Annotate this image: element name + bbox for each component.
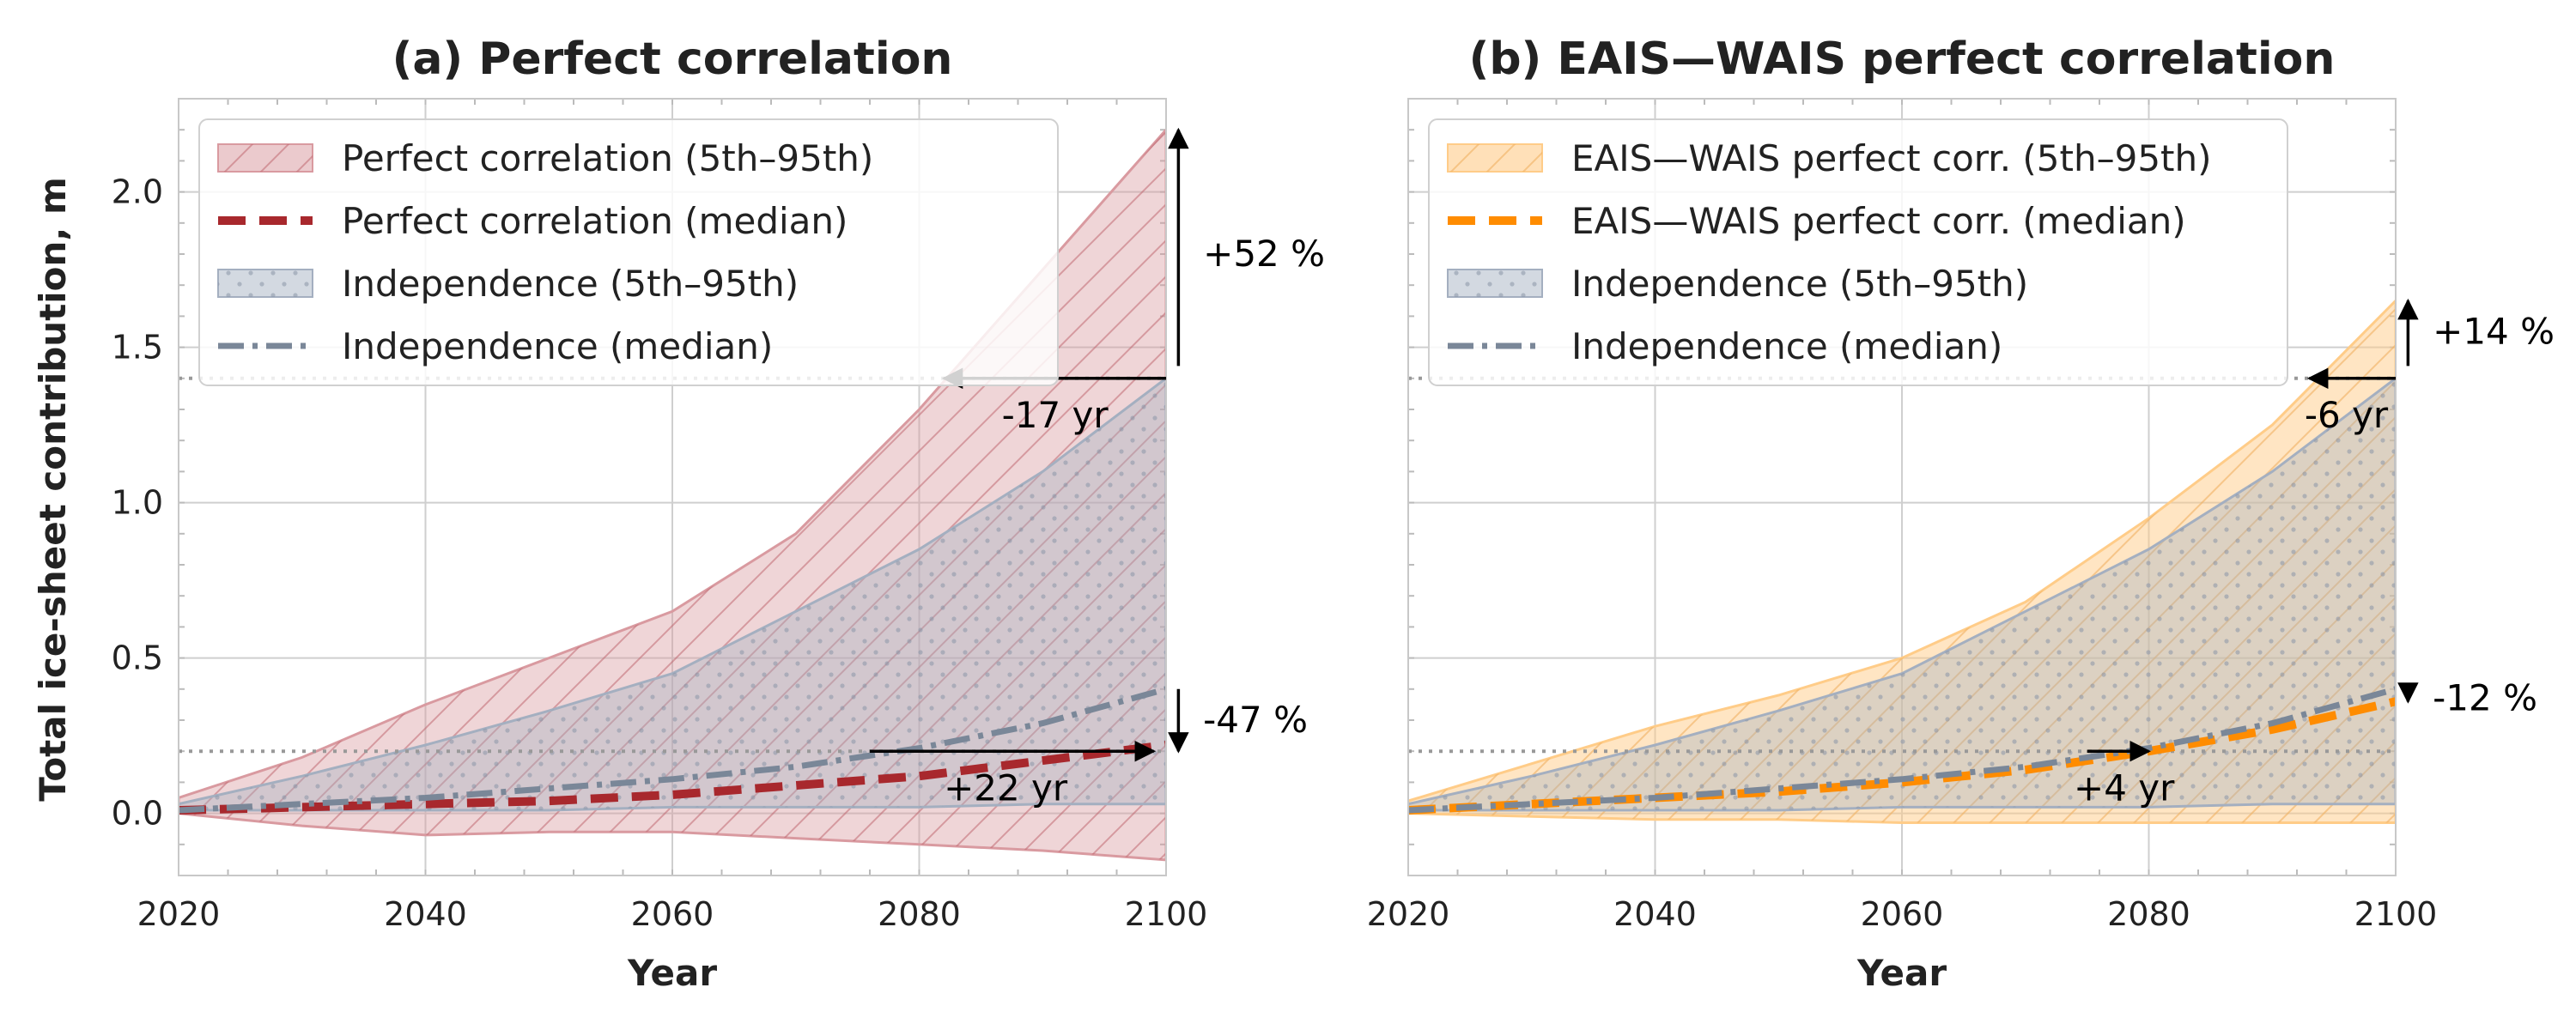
panel-b: 2020 2040 2060 2080 2100 (b) EAIS—WAIS perfec… [1367, 33, 2555, 994]
annotation-label-0: +52 % [1203, 233, 1325, 275]
band-pattern-a-2 [179, 378, 1166, 810]
legend-label: Perfect correlation (5th–95th) [342, 137, 873, 179]
y-axis-label: Total ice-sheet contribution, m [32, 177, 74, 802]
x-tick-label: 2100 [1125, 895, 1208, 933]
chart-title: (b) EAIS—WAIS perfect correlation [1469, 33, 2336, 85]
x-tick-label: 2060 [1861, 895, 1944, 933]
y-tick-label: 1.5 [112, 329, 163, 367]
legend-swatch-pattern [218, 270, 313, 297]
legend-label: EAIS—WAIS perfect corr. (median) [1571, 200, 2186, 242]
y-tick-label: 0.0 [112, 795, 163, 833]
band-pattern-b-2 [1408, 378, 2396, 810]
x-tick-label: 2020 [1367, 895, 1450, 933]
annotation-label-3: +4 yr [2074, 767, 2175, 809]
x-tick-label: 2080 [878, 895, 961, 933]
chart-title: (a) Perfect correlation [392, 33, 953, 85]
panel-a: 2020 2040 2060 2080 2100 0.0 0.5 1.0 1.5 2.0 (a) P… [112, 33, 1325, 994]
median-line-b-1 [1408, 697, 2396, 815]
annotation-label-2: -47 % [1203, 699, 1308, 741]
x-tick-label: 2020 [137, 895, 221, 933]
annotation-label-1: -6 yr [2305, 394, 2389, 436]
annotation-label-0: +14 % [2433, 311, 2555, 353]
annotation-label-1: -17 yr [1002, 394, 1109, 436]
y-tick-label: 2.0 [112, 173, 163, 211]
legend-label: Independence (5th–95th) [342, 263, 799, 305]
y-tick-label: 0.5 [112, 639, 163, 677]
plot-area [179, 127, 1166, 862]
legend-label: Perfect correlation (median) [342, 200, 848, 242]
legend-swatch-pattern [1448, 270, 1542, 297]
median-line-a-3 [179, 686, 1166, 814]
x-axis-label: Year [1856, 952, 1947, 994]
median-line-b-3 [1408, 686, 2396, 814]
legend-label: Independence (median) [1571, 325, 2002, 367]
x-tick-label: 2080 [2107, 895, 2190, 933]
legend-swatch-pattern [218, 144, 313, 172]
x-tick-label: 2040 [384, 895, 467, 933]
legend-label: EAIS—WAIS perfect corr. (5th–95th) [1571, 137, 2212, 179]
x-tick-label: 2040 [1613, 895, 1697, 933]
legend-label: Independence (median) [342, 325, 773, 367]
legend-box [198, 118, 1059, 386]
x-tick-label: 2100 [2354, 895, 2438, 933]
x-axis-label: Year [627, 952, 717, 994]
legend-label: Independence (5th–95th) [1571, 263, 2028, 305]
annotation-label-2: -12 % [2433, 677, 2537, 719]
plot-area [1408, 299, 2396, 824]
annotation-label-3: +22 yr [944, 767, 1068, 809]
y-tick-label: 1.0 [112, 484, 163, 522]
legend-swatch-pattern [1448, 144, 1542, 172]
plot-frame [178, 98, 1167, 876]
legend-box [1428, 118, 2288, 386]
median-line-a-1 [179, 741, 1166, 815]
plot-frame [1407, 98, 2397, 876]
x-tick-label: 2060 [631, 895, 714, 933]
